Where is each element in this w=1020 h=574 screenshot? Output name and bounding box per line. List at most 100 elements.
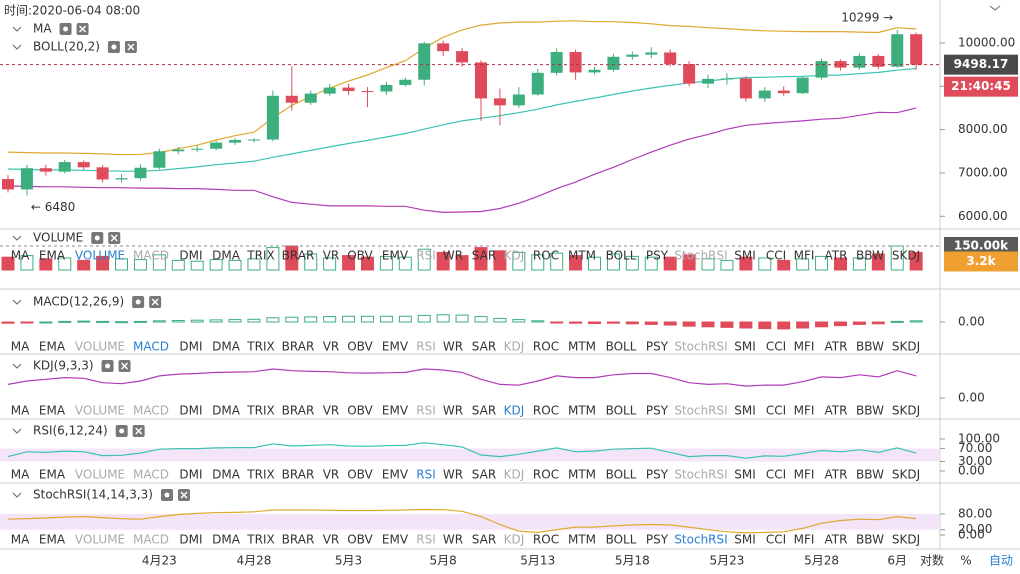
indicator-tab[interactable]: BRAR bbox=[282, 468, 315, 482]
indicator-tab[interactable]: MFI bbox=[794, 533, 815, 547]
indicator-tab[interactable]: BRAR bbox=[282, 340, 315, 354]
collapse-icon[interactable] bbox=[12, 299, 22, 305]
indicator-tab[interactable]: MFI bbox=[794, 404, 815, 418]
indicator-tab[interactable]: SMI bbox=[734, 249, 756, 263]
indicator-tab[interactable]: MACD bbox=[133, 533, 169, 547]
indicator-tab[interactable]: SMI bbox=[734, 404, 756, 418]
indicator-tab[interactable]: BOLL bbox=[606, 340, 637, 354]
scale-button[interactable]: % bbox=[960, 554, 971, 568]
indicator-tab[interactable]: EMA bbox=[39, 468, 66, 482]
indicator-tab[interactable]: RSI bbox=[416, 404, 436, 418]
indicator-tab[interactable]: MTM bbox=[568, 404, 596, 418]
indicator-tab[interactable]: ATR bbox=[825, 249, 848, 263]
indicator-tab[interactable]: RSI bbox=[416, 468, 436, 482]
indicator-tab[interactable]: CCI bbox=[766, 340, 786, 354]
indicator-tab[interactable]: SAR bbox=[472, 249, 496, 263]
indicator-tab[interactable]: DMI bbox=[179, 249, 202, 263]
indicator-tab[interactable]: EMV bbox=[382, 249, 409, 263]
indicator-tab[interactable]: StochRSI bbox=[674, 468, 727, 482]
collapse-icon[interactable] bbox=[12, 26, 22, 32]
collapse-icon[interactable] bbox=[12, 363, 22, 369]
indicator-tab[interactable]: DMA bbox=[212, 249, 241, 263]
indicator-tab[interactable]: ATR bbox=[825, 404, 848, 418]
indicator-tab[interactable]: MTM bbox=[568, 249, 596, 263]
indicator-tab[interactable]: VOLUME bbox=[75, 404, 125, 418]
indicator-tab[interactable]: ATR bbox=[825, 533, 848, 547]
indicator-tab[interactable]: StochRSI bbox=[674, 340, 727, 354]
indicator-tab[interactable]: WR bbox=[443, 404, 463, 418]
indicator-tab[interactable]: BOLL bbox=[606, 533, 637, 547]
indicator-tab[interactable]: TRIX bbox=[246, 468, 274, 482]
indicator-tab[interactable]: EMA bbox=[39, 404, 66, 418]
indicator-tab[interactable]: MTM bbox=[568, 340, 596, 354]
indicator-tab[interactable]: StochRSI bbox=[674, 533, 727, 547]
indicator-tab[interactable]: EMA bbox=[39, 533, 66, 547]
indicator-tab[interactable]: PSY bbox=[646, 340, 669, 354]
indicator-tab[interactable]: PSY bbox=[646, 468, 669, 482]
indicator-tab[interactable]: KDJ bbox=[504, 249, 525, 263]
indicator-tab[interactable]: WR bbox=[443, 340, 463, 354]
indicator-tab[interactable]: StochRSI bbox=[674, 249, 727, 263]
indicator-tab[interactable]: SKDJ bbox=[892, 340, 920, 354]
indicator-tab[interactable]: OBV bbox=[347, 533, 373, 547]
indicator-tab[interactable]: TRIX bbox=[246, 404, 274, 418]
indicator-tab[interactable]: VR bbox=[323, 249, 340, 263]
indicator-tab[interactable]: ROC bbox=[533, 533, 559, 547]
indicator-tab[interactable]: ROC bbox=[533, 404, 559, 418]
indicator-tab[interactable]: DMI bbox=[179, 468, 202, 482]
indicator-tab[interactable]: TRIX bbox=[246, 533, 274, 547]
indicator-tab[interactable]: SAR bbox=[472, 468, 496, 482]
indicator-tab[interactable]: WR bbox=[443, 468, 463, 482]
indicator-tab[interactable]: TRIX bbox=[246, 249, 274, 263]
indicator-tab[interactable]: BOLL bbox=[606, 404, 637, 418]
indicator-tab[interactable]: SKDJ bbox=[892, 404, 920, 418]
indicator-tab[interactable]: DMI bbox=[179, 404, 202, 418]
indicator-tab[interactable]: SKDJ bbox=[892, 468, 920, 482]
indicator-tab[interactable]: EMV bbox=[382, 340, 409, 354]
indicator-tab[interactable]: MA bbox=[11, 340, 30, 354]
indicator-tab[interactable]: BBW bbox=[856, 533, 884, 547]
indicator-tab[interactable]: CCI bbox=[766, 249, 786, 263]
indicator-tab[interactable]: BOLL bbox=[606, 468, 637, 482]
indicator-tab[interactable]: DMA bbox=[212, 468, 241, 482]
indicator-tab[interactable]: WR bbox=[443, 249, 463, 263]
indicator-tab[interactable]: OBV bbox=[347, 249, 373, 263]
indicator-tab[interactable]: OBV bbox=[347, 340, 373, 354]
collapse-icon[interactable] bbox=[12, 428, 22, 434]
indicator-tab[interactable]: KDJ bbox=[504, 340, 525, 354]
indicator-tab[interactable]: PSY bbox=[646, 404, 669, 418]
indicator-tab[interactable]: BBW bbox=[856, 404, 884, 418]
indicator-tab[interactable]: SMI bbox=[734, 468, 756, 482]
indicator-tab[interactable]: MTM bbox=[568, 533, 596, 547]
indicator-tab[interactable]: DMI bbox=[179, 340, 202, 354]
indicator-tab[interactable]: BBW bbox=[856, 468, 884, 482]
collapse-icon[interactable] bbox=[12, 44, 22, 50]
indicator-tab[interactable]: WR bbox=[443, 533, 463, 547]
indicator-tab[interactable]: TRIX bbox=[246, 340, 274, 354]
indicator-tab[interactable]: RSI bbox=[416, 249, 436, 263]
indicator-tab[interactable]: KDJ bbox=[504, 533, 525, 547]
indicator-tab[interactable]: ATR bbox=[825, 468, 848, 482]
collapse-icon[interactable] bbox=[12, 235, 22, 241]
indicator-tab[interactable]: VOLUME bbox=[75, 249, 125, 263]
indicator-tab[interactable]: EMV bbox=[382, 404, 409, 418]
indicator-tab[interactable]: MACD bbox=[133, 404, 169, 418]
indicator-tab[interactable]: PSY bbox=[646, 533, 669, 547]
indicator-tab[interactable]: CCI bbox=[766, 404, 786, 418]
indicator-tab[interactable]: EMV bbox=[382, 468, 409, 482]
indicator-tab[interactable]: BBW bbox=[856, 340, 884, 354]
indicator-tab[interactable]: VOLUME bbox=[75, 340, 125, 354]
indicator-tab[interactable]: VR bbox=[323, 404, 340, 418]
indicator-tab[interactable]: MA bbox=[11, 249, 30, 263]
indicator-tab[interactable]: BRAR bbox=[282, 533, 315, 547]
indicator-tab[interactable]: MA bbox=[11, 468, 30, 482]
indicator-tab[interactable]: ATR bbox=[825, 340, 848, 354]
indicator-tab[interactable]: MACD bbox=[133, 468, 169, 482]
indicator-tab[interactable]: KDJ bbox=[504, 404, 525, 418]
indicator-tab[interactable]: SMI bbox=[734, 340, 756, 354]
indicator-tab[interactable]: VR bbox=[323, 468, 340, 482]
indicator-tab[interactable]: BRAR bbox=[282, 249, 315, 263]
indicator-tab[interactable]: CCI bbox=[766, 533, 786, 547]
indicator-tab[interactable]: VR bbox=[323, 533, 340, 547]
indicator-tab[interactable]: SAR bbox=[472, 533, 496, 547]
